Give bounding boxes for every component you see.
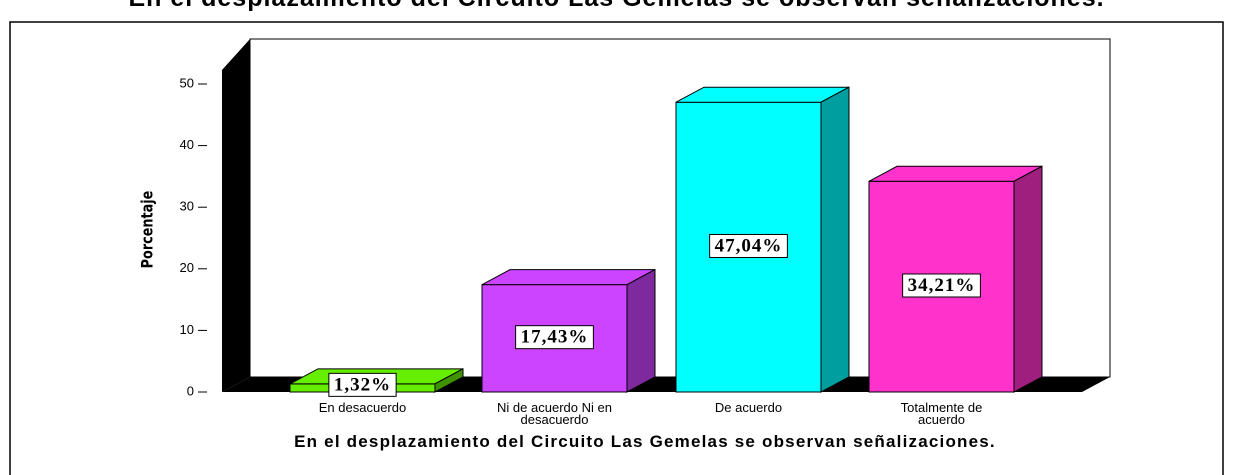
chart-title: En el desplazamiento del Circuito Las Ge… <box>0 0 1233 13</box>
value-label: 34,21% <box>908 275 976 296</box>
x-tick-label: Ni de acuerdo Ni en desacuerdo <box>497 400 612 427</box>
value-label-box <box>328 372 397 397</box>
value-label: 47,04% <box>715 235 783 256</box>
bar-side <box>626 268 656 393</box>
bar-side-shade <box>435 368 463 392</box>
value-label: 1,32% <box>334 374 391 395</box>
bar-side <box>1013 165 1043 393</box>
value-label: 17,43% <box>521 327 589 348</box>
x-tick-label: De acuerdo <box>714 400 783 415</box>
value-label-box <box>902 273 981 298</box>
y-tick-label: 0 <box>187 383 194 398</box>
bar-side-shade <box>821 87 849 393</box>
y-axis-label: Porcentaje <box>137 190 157 269</box>
value-label-box <box>515 325 594 350</box>
bar-top <box>868 165 1043 182</box>
x-tick-label: Totalmente de acuerdo <box>900 400 983 427</box>
left-wall <box>222 39 250 392</box>
bar-side-shade <box>627 269 655 392</box>
value-label-box <box>709 233 788 258</box>
bar <box>675 86 850 393</box>
x-axis-label: En el desplazamiento del Circuito Las Ge… <box>294 432 996 451</box>
bar-top <box>675 86 850 103</box>
bar-side-shade <box>1014 166 1042 392</box>
bar-top <box>481 269 656 286</box>
y-tick-label: 40 <box>180 137 194 152</box>
frame <box>9 21 1224 475</box>
y-tick-label: 20 <box>180 260 194 275</box>
bar-side <box>434 368 464 393</box>
y-tick-label: 30 <box>180 199 194 214</box>
x-tick-label: En desacuerdo <box>318 400 407 415</box>
y-tick-label: 10 <box>180 322 194 337</box>
bar-side <box>820 86 850 393</box>
y-tick-label: 50 <box>180 75 194 90</box>
